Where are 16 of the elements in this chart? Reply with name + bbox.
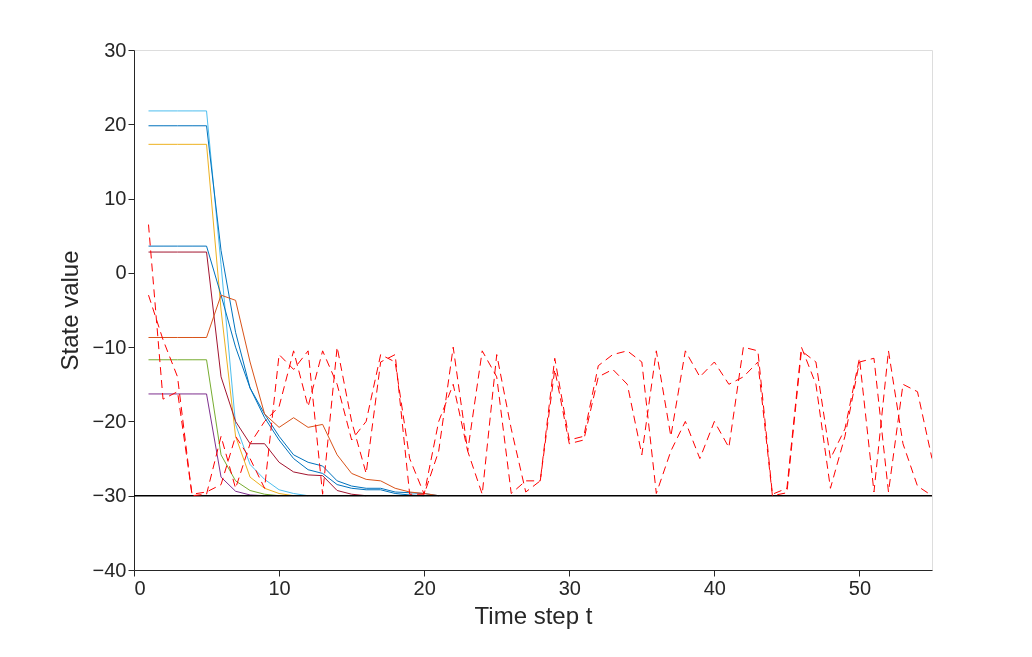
x-axis-title: Time step t xyxy=(474,601,593,629)
x-tick-label: 40 xyxy=(703,576,726,599)
y-tick-label: −10 xyxy=(92,335,127,358)
x-tick-label: 30 xyxy=(558,576,581,599)
y-tick-label: −40 xyxy=(92,558,127,581)
y-tick-label: 0 xyxy=(115,261,127,284)
y-axis-title: State value xyxy=(55,250,83,371)
x-tick-label: 20 xyxy=(413,576,436,599)
x-tick-label: 0 xyxy=(134,576,146,599)
y-tick-label: 30 xyxy=(104,38,127,61)
x-tick-label: 50 xyxy=(848,576,872,599)
y-tick-label: 20 xyxy=(104,112,127,135)
y-tick-label: −20 xyxy=(92,409,127,432)
y-tick-label: 10 xyxy=(104,187,127,210)
y-tick-label: −30 xyxy=(92,484,127,507)
x-tick-label: 10 xyxy=(268,576,291,599)
